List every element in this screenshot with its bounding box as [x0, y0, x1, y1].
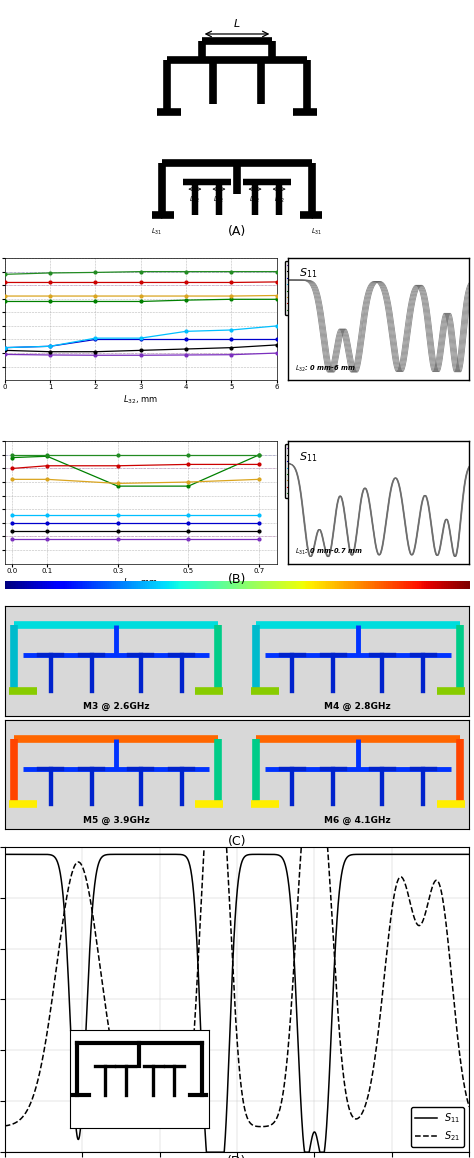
Text: (A): (A) — [228, 226, 246, 239]
Legend: $S_{11}$, $S_{21}$: $S_{11}$, $S_{21}$ — [411, 1107, 465, 1148]
Text: M5 @ 3.9GHz: M5 @ 3.9GHz — [83, 815, 149, 824]
Text: M4 @ 2.8GHz: M4 @ 2.8GHz — [325, 702, 391, 711]
Text: $L$: $L$ — [233, 17, 241, 29]
Text: (B): (B) — [228, 573, 246, 586]
Legend: →M1, →M2, →M3, →M4, →M5, →M6, →M7, →M8: →M1, →M2, →M3, →M4, →M5, →M6, →M7, →M8 — [285, 261, 315, 315]
Text: $L_{32}$: $L_{32}$ — [213, 195, 225, 205]
Text: $L_{32}$: $L_{32}$ — [249, 195, 261, 205]
Text: M6 @ 4.1GHz: M6 @ 4.1GHz — [325, 815, 391, 824]
Text: $L_{32}$: 0 mm-6 mm: $L_{32}$: 0 mm-6 mm — [295, 364, 356, 374]
X-axis label: $L_{31}$, mm: $L_{31}$, mm — [123, 577, 158, 589]
Text: $L_{31}$: 0 mm-0.7 mm: $L_{31}$: 0 mm-0.7 mm — [295, 548, 363, 557]
Text: $S_{11}$: $S_{11}$ — [299, 266, 317, 280]
Text: M3 @ 2.6GHz: M3 @ 2.6GHz — [83, 702, 149, 711]
Legend: →M1, →M2, →M3, →M4, →M5, →M6, →M7, →M8: →M1, →M2, →M3, →M4, →M5, →M6, →M7, →M8 — [285, 445, 315, 498]
Text: $L_{32}$: $L_{32}$ — [189, 195, 201, 205]
Text: $L_{31}$: $L_{31}$ — [311, 227, 322, 237]
Text: $S_{11}$: $S_{11}$ — [299, 449, 317, 463]
Text: (C): (C) — [228, 835, 246, 849]
Text: $L_{32}$: $L_{32}$ — [273, 195, 285, 205]
Text: $L_{31}$: $L_{31}$ — [152, 227, 163, 237]
Text: (D): (D) — [228, 1155, 246, 1158]
X-axis label: $L_{32}$, mm: $L_{32}$, mm — [123, 394, 158, 405]
